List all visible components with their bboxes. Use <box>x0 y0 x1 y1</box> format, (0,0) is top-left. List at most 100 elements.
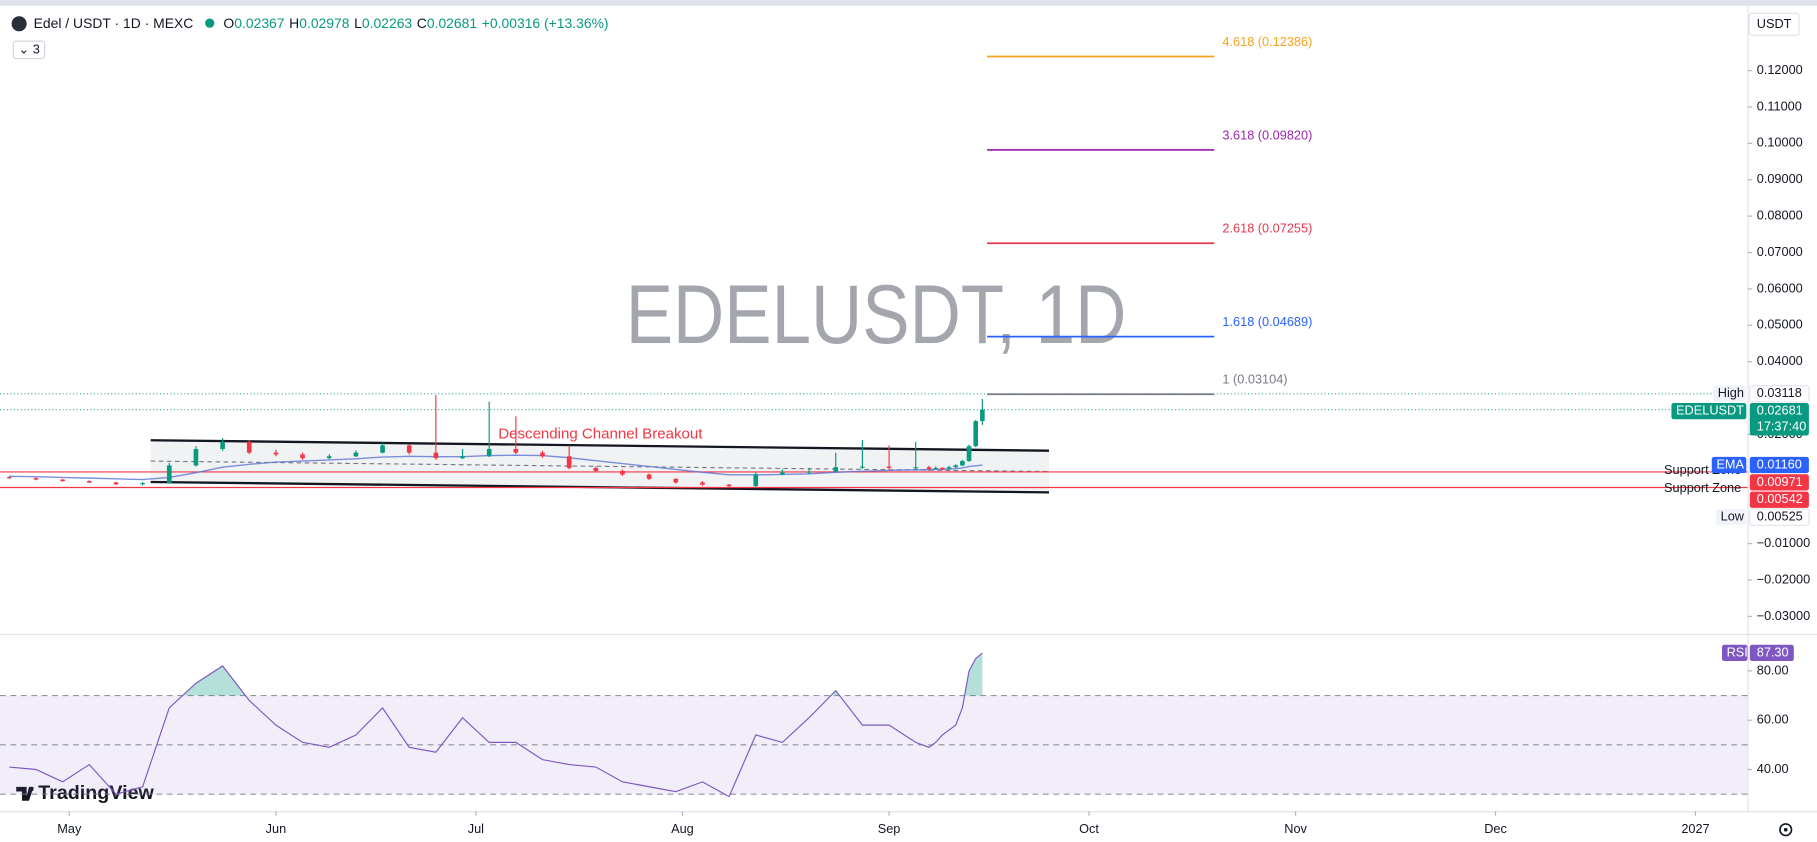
price-tag <box>1749 508 1810 526</box>
rsi-y-tick-label: 60.00 <box>1757 712 1789 727</box>
top-bar <box>0 0 1817 6</box>
candle-body <box>300 454 305 459</box>
symbol-logo <box>11 15 27 31</box>
watermark: EDELUSDT, 1D <box>626 267 1127 361</box>
candle-body <box>806 471 812 473</box>
ohlc-value: 0.02263 <box>361 15 413 32</box>
price-tag-name: High <box>1718 385 1744 400</box>
x-tick-label: 2027 <box>1681 821 1709 836</box>
rsi-line <box>9 652 983 798</box>
price-tag <box>1749 385 1810 403</box>
candle-body <box>593 467 599 471</box>
x-tick-label: Nov <box>1284 821 1307 836</box>
price-tag-value: 0.00542 <box>1757 491 1803 506</box>
candle-body <box>326 456 332 459</box>
ohlc-key: L <box>354 15 362 32</box>
y-tick-label: −0.03000 <box>1757 608 1810 623</box>
candle-body <box>273 452 279 455</box>
y-tick-label: −0.02000 <box>1757 571 1810 586</box>
candle-body <box>886 466 892 468</box>
fib-label: 1.618 (0.04689) <box>1222 314 1312 329</box>
candle-body <box>113 482 119 485</box>
price-tag-name: EMA <box>1716 456 1744 471</box>
ohlc-close: C 0.02681 <box>417 15 477 31</box>
ohlc-value: 0.02681 <box>426 15 478 32</box>
ohlc-key: H <box>289 15 300 32</box>
rsi-y-tick-label: 40.00 <box>1757 761 1789 776</box>
candle-body <box>246 441 252 453</box>
gear[interactable] <box>1779 823 1793 837</box>
candle-body <box>380 445 385 453</box>
y-tick-label: 0.10000 <box>1757 135 1803 150</box>
price-tag <box>1749 456 1809 474</box>
price-tag <box>1749 403 1809 436</box>
price-tag-value: 0.00525 <box>1757 509 1803 524</box>
candle-body <box>7 477 12 479</box>
y-tick-label: 0.04000 <box>1757 353 1803 368</box>
candle-body <box>966 446 972 462</box>
settings-icon[interactable] <box>1779 823 1793 837</box>
indicators-toggle[interactable]: ⌄ 3 <box>12 40 46 60</box>
candle-body <box>140 483 145 485</box>
y-tick-label: 0.11000 <box>1757 98 1802 113</box>
y-tick-label: 0.08000 <box>1757 207 1803 222</box>
x-tick-label: May <box>57 821 82 836</box>
price-tag-name: Low <box>1721 509 1745 524</box>
candle-body <box>353 452 359 457</box>
price-tag-value: 0.01160 <box>1757 456 1802 471</box>
price-tag-name: EDELUSDT <box>1676 403 1744 418</box>
x-tick-label: Aug <box>671 821 694 836</box>
symbol[interactable]: Edel / USDT · 1D · MEXC <box>33 15 194 32</box>
market-status <box>204 18 215 28</box>
candle-body <box>946 467 952 469</box>
fib-label: 2.618 (0.07255) <box>1222 221 1312 236</box>
x-tick-label: Sep <box>878 821 901 836</box>
candle-body <box>433 452 439 459</box>
ohlc-high: H 0.02978 <box>289 15 349 31</box>
ohlc-value: 0.02367 <box>234 15 285 32</box>
candle-body <box>486 449 492 457</box>
price-tag-name-box <box>1711 456 1747 474</box>
x-tick-label: Oct <box>1079 821 1099 836</box>
symbol-legend: Edel / USDT · 1D · MEXC O 0.02367 H 0.0297… <box>11 15 609 32</box>
y-tick-label: 0.06000 <box>1757 280 1803 295</box>
price-tag-value: 0.00971 <box>1757 474 1803 489</box>
fib-label: 3.618 (0.09820) <box>1222 127 1312 142</box>
price-tag-name-box <box>1713 385 1747 402</box>
y-tick-label: −0.01000 <box>1757 535 1810 550</box>
y-tick-label: 0.07000 <box>1757 244 1803 259</box>
x-tick-label: Dec <box>1484 821 1507 836</box>
candle-body <box>60 479 65 482</box>
candle-body <box>513 449 519 453</box>
price-tag-value: 0.02681 <box>1757 403 1803 418</box>
candle-body <box>973 421 979 447</box>
rsi-y-tick-label: 80.00 <box>1757 662 1789 677</box>
currency-button[interactable]: USDT <box>1748 12 1800 36</box>
candle-body <box>193 449 199 466</box>
candle-body <box>726 484 732 487</box>
price-tag-name-box <box>1671 403 1747 420</box>
ohlc-key: O <box>223 15 235 32</box>
candle-body <box>953 465 959 468</box>
candle-body <box>913 467 919 469</box>
candle-body <box>960 461 965 466</box>
ohlc-open: O 0.02367 <box>223 15 284 31</box>
ohlc-low: L 0.02263 <box>354 15 412 31</box>
candle-body <box>86 481 92 483</box>
logo-dot <box>28 786 34 792</box>
candle-body <box>166 465 172 484</box>
ohlc-key: C <box>416 15 427 32</box>
x-tick-label: Jun <box>266 821 287 836</box>
candle-body <box>220 441 225 450</box>
candle-body <box>406 445 412 453</box>
x-tick-label: Jul <box>468 821 484 836</box>
indicators-count: 3 <box>32 42 40 57</box>
price-tag <box>1749 474 1809 491</box>
gear-center[interactable] <box>1783 827 1788 832</box>
fib-label: 4.618 (0.12386) <box>1222 34 1312 49</box>
candle-body <box>780 472 785 475</box>
candle-body <box>460 456 465 459</box>
candle-body <box>673 478 679 483</box>
